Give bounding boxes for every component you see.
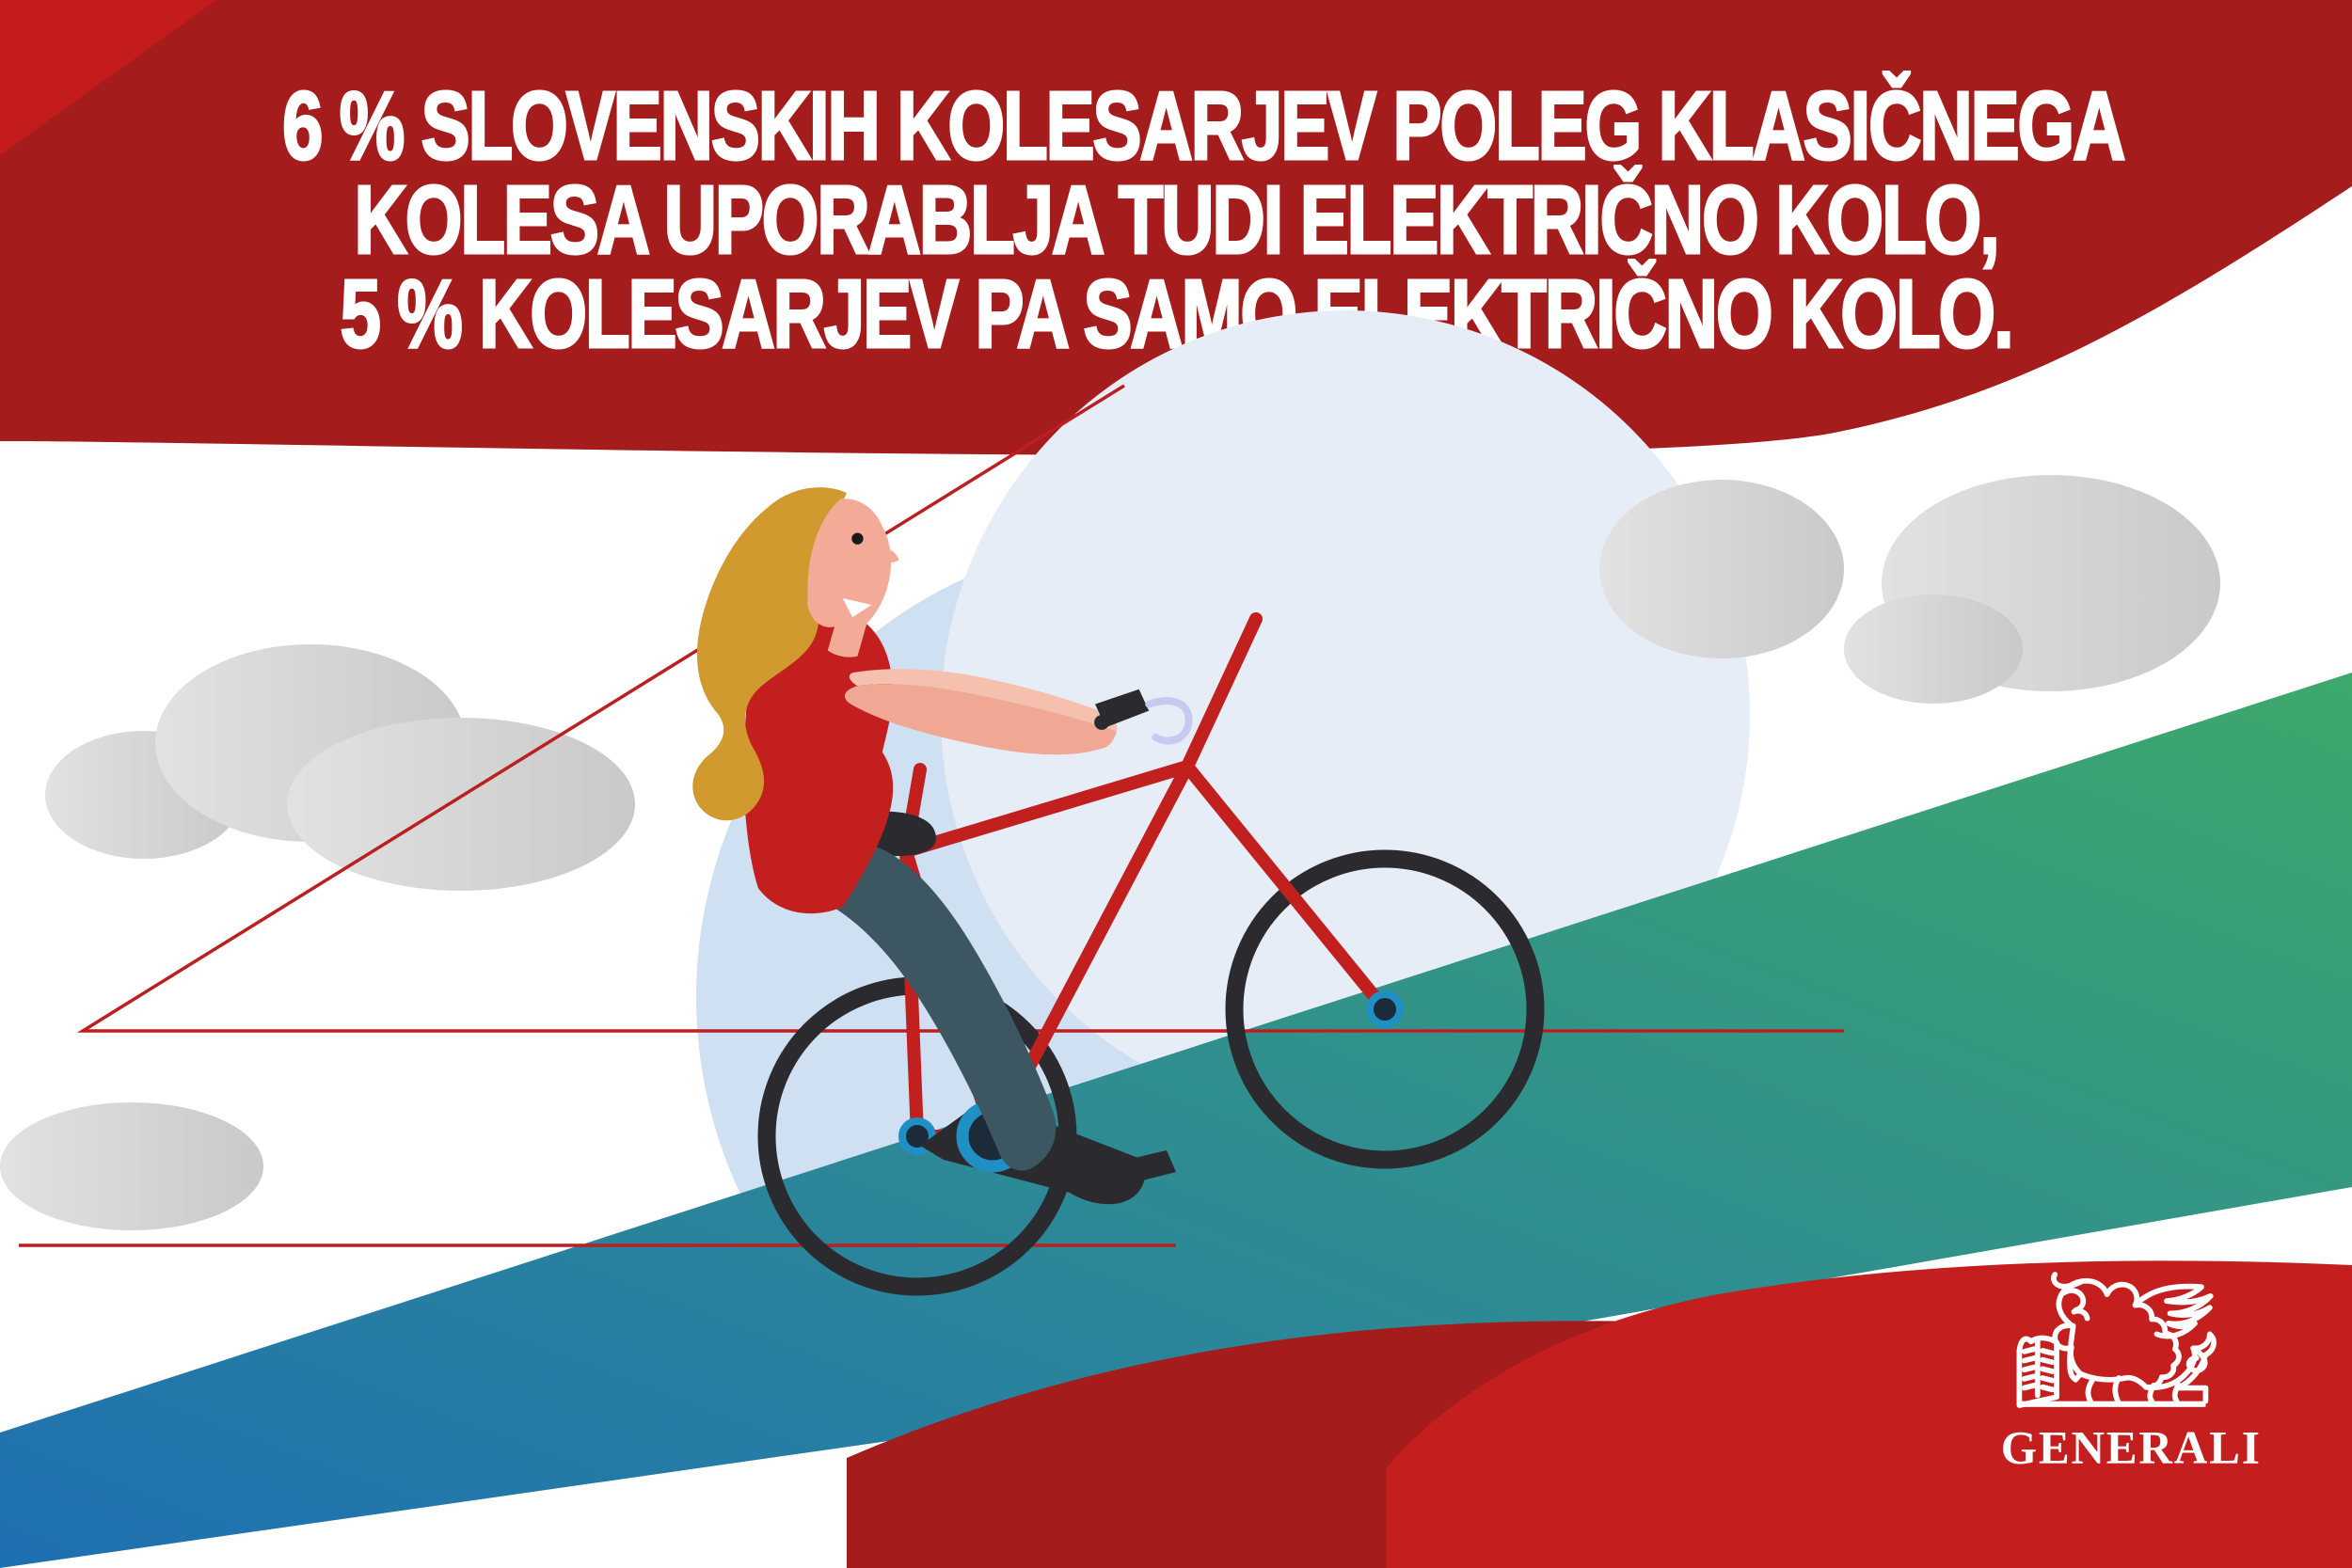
svg-text:GENERALI: GENERALI xyxy=(2001,1422,2262,1474)
